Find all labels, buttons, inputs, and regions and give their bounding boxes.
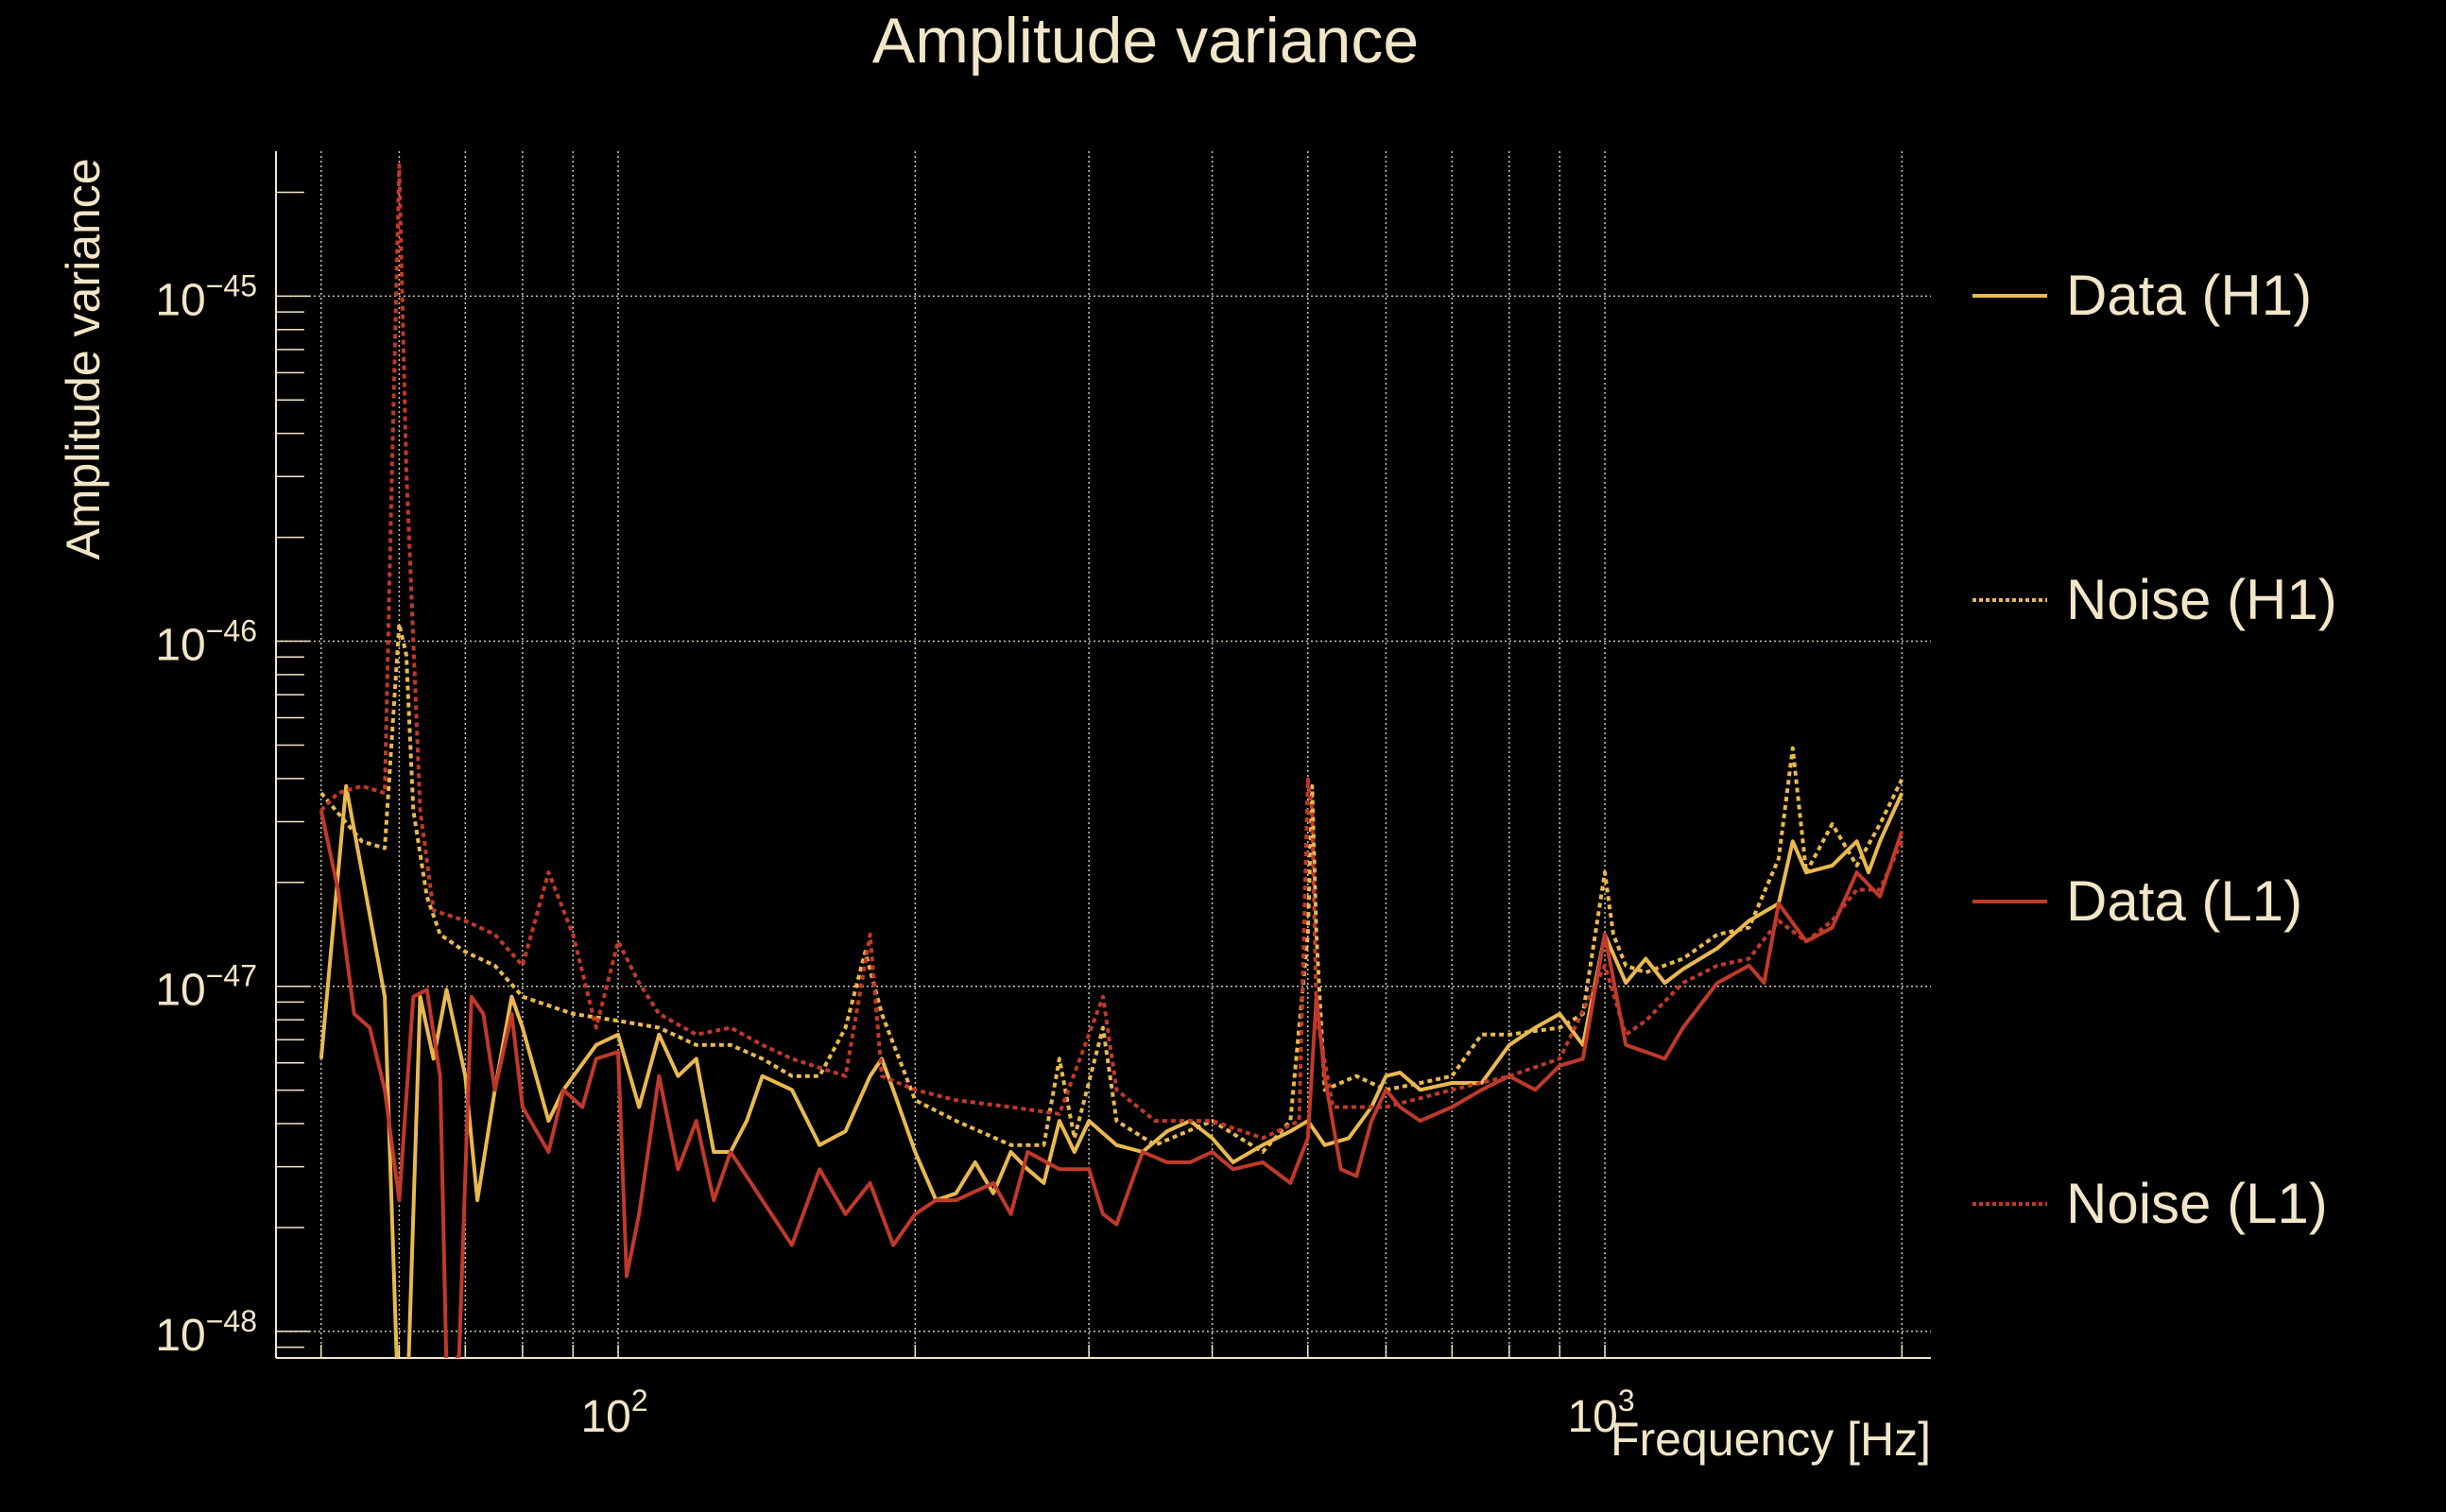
y-tick-label: 10−45 (155, 268, 257, 325)
y-tick-label-exponent: −45 (206, 268, 257, 302)
y-tick-label: 10−47 (155, 959, 257, 1016)
legend-label: Noise (L1) (2066, 1172, 2328, 1235)
y-tick-label-exponent: −46 (206, 614, 257, 648)
x-tick-label-exponent: 3 (1618, 1383, 1635, 1418)
y-tick-label-exponent: −48 (206, 1304, 257, 1338)
grid-lines (276, 151, 1931, 1358)
y-axis-label: Amplitude variance (57, 158, 110, 559)
legend-label: Data (H1) (2066, 264, 2312, 327)
legend: Data (H1) Noise (H1) Data (L1) Noise (L1) (1972, 264, 2337, 1235)
x-tick-label-exponent: 2 (631, 1383, 648, 1418)
y-tick-label-base: 10 (155, 966, 205, 1016)
y-tick-label-exponent: −47 (206, 959, 257, 993)
y-tick-label-base: 10 (155, 275, 205, 325)
x-tick-label: 103 (1567, 1383, 1634, 1442)
y-tick-label: 10−46 (155, 614, 257, 671)
series-line-data-l1 (319, 810, 1904, 1358)
x-tick-label-base: 10 (1567, 1392, 1617, 1442)
x-axis-label: Frequency [Hz] (1611, 1413, 1931, 1466)
axes (275, 151, 1931, 1359)
x-tick-label-base: 10 (580, 1392, 630, 1442)
series-line-noise-l1 (319, 163, 1904, 1141)
y-tick-label: 10−48 (155, 1304, 257, 1361)
legend-label: Noise (H1) (2066, 568, 2337, 631)
legend-label: Data (L1) (2066, 869, 2302, 933)
x-tick-label: 102 (580, 1383, 647, 1442)
series-lines (319, 163, 1904, 1358)
chart-title: Amplitude variance (872, 5, 1419, 77)
series-line-noise-h1 (319, 622, 1904, 1154)
y-tick-label-base: 10 (155, 1311, 205, 1361)
series-line-data-h1 (319, 783, 1904, 1358)
y-tick-label-base: 10 (155, 621, 205, 671)
